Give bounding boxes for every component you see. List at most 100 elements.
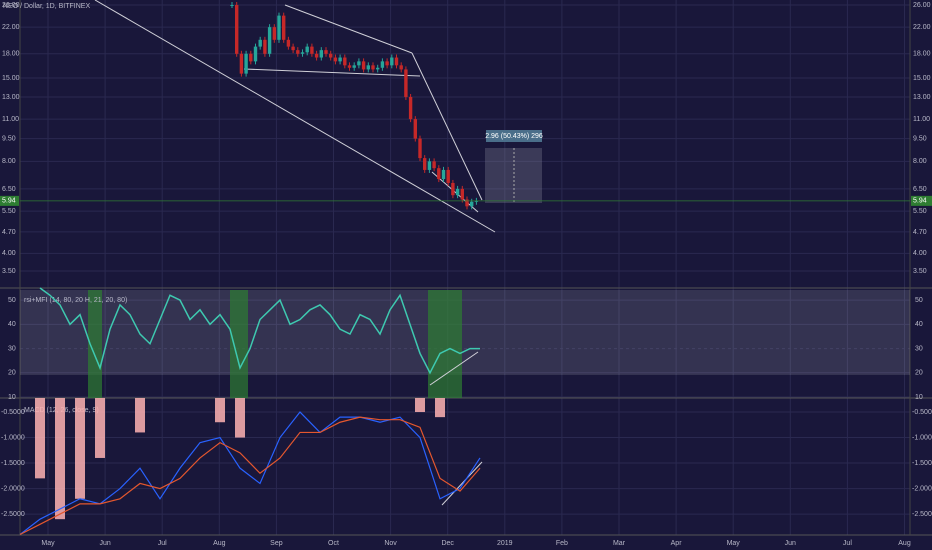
y-tick-label: -0.5000	[912, 409, 932, 416]
candle	[258, 39, 262, 47]
candle	[329, 53, 333, 58]
y-tick-label: 30	[915, 345, 923, 352]
y-tick-label: 22.00	[2, 24, 20, 31]
candle	[272, 27, 276, 40]
candle	[366, 65, 370, 70]
y-tick-label: -2.0000	[1, 485, 25, 492]
y-tick-label: 10	[915, 394, 923, 401]
trend-line	[429, 351, 479, 386]
candle	[380, 61, 385, 68]
candle	[451, 182, 455, 196]
y-tick-label: -2.5000	[912, 511, 932, 518]
position-label: 2.96 (50.43%) 296	[485, 133, 543, 140]
trend-line	[243, 68, 421, 77]
candle	[432, 161, 436, 169]
x-tick-label: Sep	[270, 540, 283, 547]
y-tick-label: 5.50	[2, 208, 16, 215]
candle	[371, 65, 375, 70]
mfi-zone	[428, 290, 462, 398]
y-tick-label: 11.00	[913, 116, 930, 123]
mfi-zone	[88, 290, 102, 398]
candle	[230, 5, 234, 7]
candle	[333, 57, 338, 62]
rsi-title: rsi+MFI (14, 80, 20 H, 21, 20, 80)	[24, 297, 127, 304]
candle	[235, 5, 239, 54]
candle	[474, 200, 479, 202]
candle	[338, 57, 342, 62]
x-tick-label: Jul	[158, 540, 167, 547]
x-tick-label: May	[727, 540, 741, 547]
y-tick-label: 13.00	[913, 94, 931, 101]
y-tick-label: 50	[915, 297, 923, 304]
y-tick-label: 18.00	[913, 51, 931, 58]
candle	[347, 65, 352, 68]
y-tick-label: 8.00	[913, 158, 927, 165]
x-tick-label: Mar	[613, 540, 626, 547]
macd-histogram-bar	[135, 398, 145, 433]
y-tick-label: 6.50	[913, 186, 927, 193]
macd-histogram-bar	[55, 398, 65, 520]
y-tick-label: 22.00	[913, 24, 931, 31]
candle	[249, 53, 253, 62]
y-tick-label: 20	[8, 370, 16, 377]
candle	[253, 46, 258, 62]
macd-histogram-bar	[235, 398, 245, 438]
x-tick-label: Jun	[785, 540, 796, 547]
candle	[300, 52, 305, 54]
symbol-title: NEO / Dollar, 1D, BITFINEX	[3, 3, 90, 10]
y-tick-label: -1.5000	[912, 460, 932, 467]
x-tick-label: May	[41, 540, 55, 547]
y-tick-label: 18.00	[2, 51, 20, 58]
candle	[427, 161, 432, 170]
position-label-box	[486, 130, 542, 142]
y-tick-label: 26.00	[2, 2, 20, 9]
candle	[404, 69, 408, 97]
candle	[282, 15, 286, 40]
candle	[418, 138, 422, 159]
x-tick-label: Apr	[671, 540, 683, 547]
macd-histogram-bar	[95, 398, 105, 458]
y-tick-label: 30	[8, 345, 16, 352]
candle	[399, 65, 403, 70]
rsi-band	[20, 290, 910, 375]
macd-histogram-bar	[35, 398, 45, 479]
x-tick-label: Jul	[843, 540, 852, 547]
candle	[352, 65, 356, 68]
candle	[408, 96, 413, 120]
candle	[305, 46, 309, 53]
y-tick-label: 8.00	[2, 158, 16, 165]
y-tick-label: 4.00	[2, 250, 16, 257]
y-tick-label: 26.00	[913, 2, 931, 9]
macd-histogram-bar	[435, 398, 445, 418]
candle	[394, 57, 399, 66]
y-tick-label: 5.50	[913, 208, 927, 215]
candle	[296, 50, 300, 54]
y-tick-label: 50	[8, 297, 16, 304]
y-tick-label: -1.0000	[1, 434, 25, 441]
candle	[277, 15, 281, 40]
candle	[455, 188, 460, 196]
trend-line	[441, 461, 483, 506]
candle	[465, 199, 469, 207]
candle	[310, 46, 314, 54]
candle	[357, 61, 361, 66]
y-tick-label: -1.5000	[1, 460, 25, 467]
macd-line	[19, 416, 481, 536]
y-tick-label: 15.00	[913, 75, 931, 82]
macd-histogram-bar	[215, 398, 225, 423]
x-tick-label: 2019	[497, 540, 513, 547]
rsi-line	[39, 287, 480, 375]
trend-line	[284, 4, 413, 54]
y-tick-label: 4.70	[2, 229, 16, 236]
candle	[470, 201, 474, 207]
x-tick-label: Feb	[556, 540, 568, 547]
y-tick-label: 6.50	[2, 186, 16, 193]
y-tick-label: -0.5000	[1, 409, 25, 416]
y-tick-label: 10	[8, 394, 16, 401]
macd-histogram-bar	[75, 398, 85, 499]
y-tick-label: 13.00	[2, 94, 20, 101]
y-tick-label: -2.5000	[1, 511, 25, 518]
candle	[385, 61, 389, 66]
